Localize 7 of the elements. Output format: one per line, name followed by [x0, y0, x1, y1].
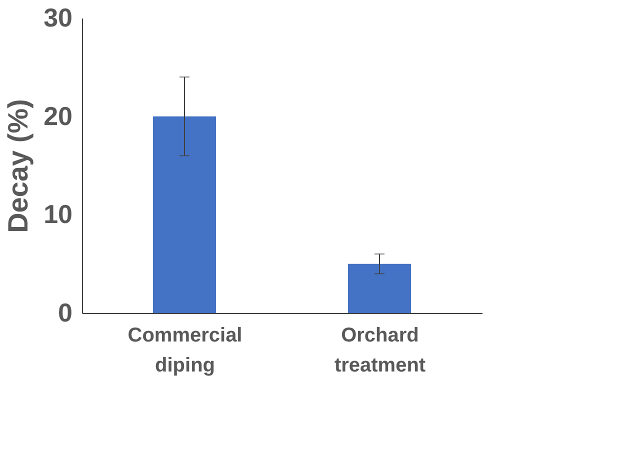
y-tick-label: 0 [58, 298, 72, 328]
y-tick-label: 30 [44, 2, 72, 32]
y-tick-label: 10 [44, 199, 72, 230]
x-tick-label: Orchard treatment [334, 324, 426, 376]
y-axis-title: Decay (%) [2, 99, 34, 233]
y-tick-label: 20 [44, 100, 72, 131]
x-tick-label: Commercial diping [128, 324, 242, 376]
